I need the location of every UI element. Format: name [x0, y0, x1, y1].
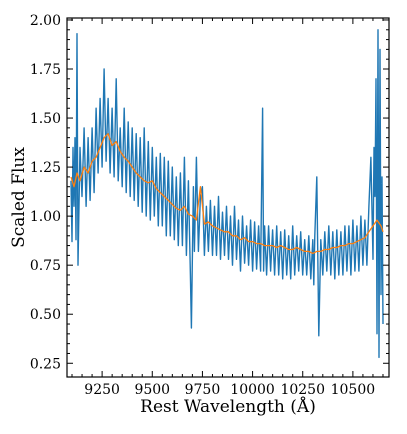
smoothed-spectrum-line — [70, 133, 384, 255]
y-tick-label: 0.50 — [30, 307, 61, 323]
y-tick-label: 1.00 — [30, 209, 61, 225]
x-tick-label: 10250 — [280, 382, 325, 398]
spectrum-line — [70, 29, 384, 359]
y-tick-label: 0.25 — [30, 356, 61, 372]
y-tick-label: 1.25 — [30, 160, 61, 176]
y-tick-label: 1.75 — [30, 62, 61, 78]
x-tick-label: 9750 — [185, 382, 221, 398]
x-tick-label: 10500 — [331, 382, 376, 398]
x-tick-label: 9250 — [84, 382, 120, 398]
axes-frame — [66, 17, 390, 378]
x-axis-label: Rest Wavelength (Å) — [140, 396, 316, 417]
x-tick-label: 9500 — [134, 382, 170, 398]
y-tick-label: 2.00 — [30, 13, 61, 29]
y-tick-label: 1.50 — [30, 111, 61, 127]
y-axis-label: Scaled Flux — [9, 147, 29, 248]
plot-area — [70, 29, 384, 359]
axis-ticks: 9250 9500 9750 10000 10250 10500 0.25 0.50 0.75 1… — [30, 13, 389, 398]
y-tick-label: 0.75 — [30, 258, 61, 274]
x-tick-label: 10000 — [230, 382, 275, 398]
